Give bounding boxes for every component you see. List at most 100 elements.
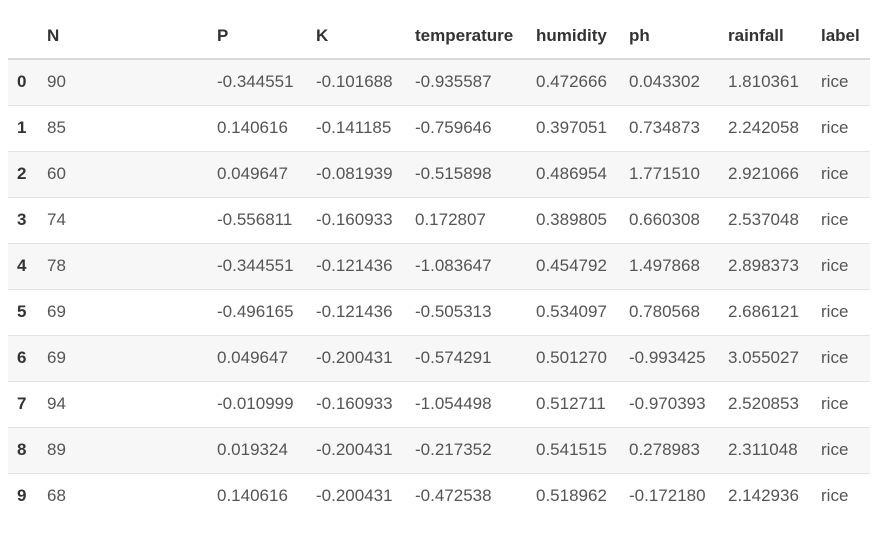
cell-n: 69 <box>38 335 208 382</box>
cell-humidity: 0.518962 <box>536 486 607 506</box>
cell-p: 0.140616 <box>208 105 307 152</box>
column-header-k: K <box>307 13 406 60</box>
table-row: 9 68 0.140616 -0.200431 -0.472538 0.5189… <box>8 473 870 519</box>
column-header-p: P <box>208 13 307 60</box>
cell-n: 69 <box>38 289 208 336</box>
cell-k: -0.141185 <box>307 105 406 152</box>
dataframe-table: N P K temperature humidity ph rainfall l… <box>8 13 870 519</box>
cell-humidity: 0.541515 <box>527 427 620 474</box>
cell-ph: 1.771510 <box>620 151 719 198</box>
cell-p: -0.344551 <box>208 243 307 290</box>
column-header-ph: ph <box>620 13 719 60</box>
table-row: 2 60 0.049647 -0.081939 -0.515898 0.4869… <box>8 151 870 198</box>
column-header-label: label <box>812 13 870 60</box>
table-row: 4 78 -0.344551 -0.121436 -1.083647 0.454… <box>8 243 870 290</box>
cell-humidity: 0.472666 <box>527 59 620 106</box>
cell-humidity: 0.389805 <box>527 197 620 244</box>
cell-temperature: -0.217352 <box>406 427 527 474</box>
cell-k: -0.200431 <box>307 427 406 474</box>
cell-label: rice <box>812 427 870 474</box>
cell-n: 60 <box>38 151 208 198</box>
cell-k: -0.160933 <box>307 381 406 428</box>
cell-temperature: 0.172807 <box>406 197 527 244</box>
cell-rainfall: 2.242058 <box>719 105 812 152</box>
cell-p: 0.049647 <box>208 335 307 382</box>
cell-n: 90 <box>38 59 208 106</box>
cell-humidity: 0.512711 <box>527 381 620 428</box>
cell-p: -0.556811 <box>208 197 307 244</box>
cell-rainfall: 2.898373 <box>719 243 812 290</box>
table-body: 0 90 -0.344551 -0.101688 -0.935587 0.472… <box>8 59 870 519</box>
cell-k: -0.121436 <box>307 243 406 290</box>
cell-k: -0.200431 <box>316 486 393 506</box>
table-row: 1 85 0.140616 -0.141185 -0.759646 0.3970… <box>8 105 870 152</box>
cell-humidity: 0.454792 <box>527 243 620 290</box>
cell-ph: 0.660308 <box>620 197 719 244</box>
column-header-index <box>8 13 38 60</box>
table-row: 5 69 -0.496165 -0.121436 -0.505313 0.534… <box>8 289 870 336</box>
cell-k: -0.081939 <box>307 151 406 198</box>
row-index: 3 <box>8 197 38 244</box>
cell-rainfall: 2.311048 <box>719 427 812 474</box>
cell-label: rice <box>812 289 870 336</box>
cell-rainfall: 3.055027 <box>719 335 812 382</box>
cell-p: 0.049647 <box>208 151 307 198</box>
cell-label: rice <box>812 243 870 290</box>
column-header-rainfall: rainfall <box>719 13 812 60</box>
cell-n: 85 <box>38 105 208 152</box>
row-index: 4 <box>8 243 38 290</box>
cell-ph: 1.497868 <box>620 243 719 290</box>
cell-temperature: -0.505313 <box>406 289 527 336</box>
cell-label: rice <box>812 197 870 244</box>
cell-n: 78 <box>38 243 208 290</box>
cell-n: 68 <box>47 486 66 506</box>
cell-k: -0.200431 <box>307 335 406 382</box>
table-row: 0 90 -0.344551 -0.101688 -0.935587 0.472… <box>8 59 870 106</box>
cell-humidity: 0.534097 <box>527 289 620 336</box>
row-index: 1 <box>8 105 38 152</box>
cell-ph: 0.780568 <box>620 289 719 336</box>
cell-rainfall: 2.142936 <box>728 486 799 506</box>
header-row: N P K temperature humidity ph rainfall l… <box>8 13 870 60</box>
cell-temperature: -0.574291 <box>406 335 527 382</box>
cell-p: -0.344551 <box>208 59 307 106</box>
table-row: 8 89 0.019324 -0.200431 -0.217352 0.5415… <box>8 427 870 474</box>
row-index: 8 <box>8 427 38 474</box>
cell-ph: 0.278983 <box>620 427 719 474</box>
table-row: 3 74 -0.556811 -0.160933 0.172807 0.3898… <box>8 197 870 244</box>
cell-label: rice <box>812 335 870 382</box>
cell-humidity: 0.486954 <box>527 151 620 198</box>
table-header: N P K temperature humidity ph rainfall l… <box>8 13 870 60</box>
column-header-humidity: humidity <box>527 13 620 60</box>
cell-label: rice <box>812 381 870 428</box>
cell-k: -0.121436 <box>307 289 406 336</box>
row-index: 0 <box>8 59 38 106</box>
row-index: 5 <box>8 289 38 336</box>
cell-label: rice <box>812 151 870 198</box>
cell-rainfall: 2.686121 <box>719 289 812 336</box>
cell-n: 89 <box>38 427 208 474</box>
cell-n: 94 <box>38 381 208 428</box>
table-row: 6 69 0.049647 -0.200431 -0.574291 0.5012… <box>8 335 870 382</box>
row-index: 7 <box>8 381 38 428</box>
cell-ph: -0.993425 <box>620 335 719 382</box>
cell-p: -0.496165 <box>208 289 307 336</box>
row-index: 6 <box>8 335 38 382</box>
cell-humidity: 0.501270 <box>527 335 620 382</box>
cell-temperature: -0.935587 <box>406 59 527 106</box>
cell-ph: 0.734873 <box>620 105 719 152</box>
cell-p: -0.010999 <box>208 381 307 428</box>
row-index: 9 <box>17 486 27 506</box>
cell-rainfall: 2.520853 <box>719 381 812 428</box>
cell-k: -0.160933 <box>307 197 406 244</box>
cell-ph: -0.970393 <box>620 381 719 428</box>
cell-label: rice <box>812 59 870 106</box>
column-header-temperature: temperature <box>406 13 527 60</box>
cell-temperature: -1.054498 <box>406 381 527 428</box>
cell-p: 0.019324 <box>208 427 307 474</box>
cell-label: rice <box>812 105 870 152</box>
row-index: 2 <box>8 151 38 198</box>
table-row: 7 94 -0.010999 -0.160933 -1.054498 0.512… <box>8 381 870 428</box>
cell-temperature: -0.472538 <box>415 486 492 506</box>
